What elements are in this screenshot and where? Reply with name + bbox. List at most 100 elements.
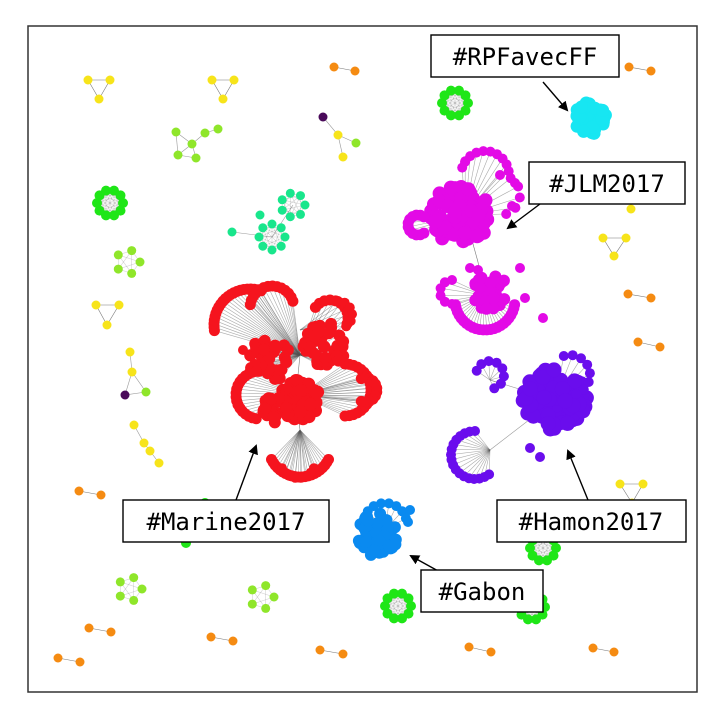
hamon-node	[470, 426, 480, 436]
hamon-node	[535, 452, 545, 462]
graph-edge	[263, 287, 301, 356]
marine-node	[280, 401, 293, 414]
rpfavec-node	[577, 124, 591, 138]
triad-node	[102, 320, 112, 330]
pentad-node	[261, 603, 271, 613]
label-text-jlm: #JLM2017	[549, 170, 665, 198]
teal-node	[300, 200, 310, 210]
jlm-node	[447, 275, 457, 285]
pentad-node	[129, 573, 139, 583]
hamon-node	[583, 377, 594, 387]
arrow-rpfavec	[542, 81, 569, 112]
marine-node	[269, 339, 281, 352]
pentad-node	[135, 257, 145, 267]
gabon-node	[380, 514, 393, 527]
gabon-node	[405, 505, 415, 515]
graph-edge	[299, 429, 302, 478]
label-text-hamon: #Hamon2017	[519, 508, 664, 536]
label-box-rpfavec	[430, 34, 620, 78]
marine-node	[303, 341, 316, 354]
arrow-hamon	[566, 449, 589, 501]
marine-node	[341, 321, 352, 332]
graph-edge	[299, 429, 323, 468]
graph-edge	[299, 429, 321, 471]
yellow-node	[154, 458, 164, 468]
gabon-node	[373, 534, 386, 547]
marine-node	[238, 345, 248, 355]
graph-edge	[456, 439, 491, 451]
teal-node	[285, 188, 295, 198]
graph-edge	[294, 429, 301, 478]
jlm-node	[418, 211, 430, 223]
node	[120, 390, 130, 400]
graph-edge	[298, 429, 301, 478]
label-text-gabon: #Gabon	[439, 578, 526, 606]
jlm-node	[514, 192, 525, 203]
marine-node	[317, 340, 330, 353]
triad-node	[94, 94, 104, 104]
green-node	[380, 601, 390, 611]
graph-edge	[271, 204, 294, 238]
teal-node	[267, 245, 277, 255]
marine-node	[250, 365, 262, 377]
graph-edge	[450, 449, 491, 455]
green-node	[101, 185, 111, 196]
hamon-node	[584, 368, 595, 379]
jlm-node	[461, 182, 476, 197]
hamon-node	[554, 381, 570, 397]
triad-node	[229, 75, 239, 85]
graph-edge	[272, 285, 301, 356]
green-node	[382, 608, 393, 619]
pentad-node	[247, 585, 257, 595]
graph-edge	[468, 449, 491, 479]
green-node	[439, 105, 450, 116]
green-node	[551, 543, 561, 553]
jlm-node	[465, 263, 475, 273]
marine-node	[257, 343, 270, 356]
graph-edge	[250, 288, 301, 356]
green-node	[437, 98, 447, 108]
graph-edge	[289, 429, 301, 477]
gabon-node	[403, 517, 413, 527]
graph-edge	[451, 449, 491, 451]
green-node	[406, 601, 416, 611]
lime-node	[200, 128, 210, 138]
graph-edge	[272, 429, 301, 463]
graph-edge	[281, 287, 301, 356]
pentad-node	[129, 595, 139, 605]
green-node	[531, 614, 541, 625]
jlm-node	[480, 302, 493, 315]
gabon-node	[376, 498, 387, 509]
yellow-node	[626, 204, 636, 214]
yellow-node	[338, 152, 348, 162]
triad-node	[615, 479, 625, 489]
jlm-node	[538, 313, 548, 323]
teal-node	[267, 219, 277, 229]
teal-node	[254, 232, 264, 242]
hamon-node	[525, 408, 541, 424]
hamon-node	[489, 383, 500, 394]
teal-node	[276, 223, 286, 233]
green-node	[92, 198, 102, 208]
hamon-node	[557, 393, 573, 409]
arrow-jlm	[506, 203, 541, 230]
graph-edge	[274, 429, 301, 466]
arrow-marine	[235, 444, 258, 501]
green-node	[118, 198, 128, 208]
pentad-node	[137, 584, 147, 594]
lime-node	[141, 387, 151, 397]
jlm-node	[460, 157, 470, 167]
pentad-node	[113, 250, 123, 260]
graph-edge	[299, 429, 326, 466]
label-gabon: #Gabon	[409, 555, 544, 613]
graph-edge	[473, 449, 491, 480]
marine-node	[277, 465, 287, 475]
pentad-node	[269, 592, 279, 602]
graph-edge	[259, 289, 301, 356]
lime-node	[213, 124, 223, 134]
marine-node	[259, 402, 272, 415]
label-box-marine	[122, 499, 330, 543]
dyad-node	[75, 657, 85, 667]
graph-edge	[299, 429, 315, 469]
jlm-node	[520, 293, 530, 303]
